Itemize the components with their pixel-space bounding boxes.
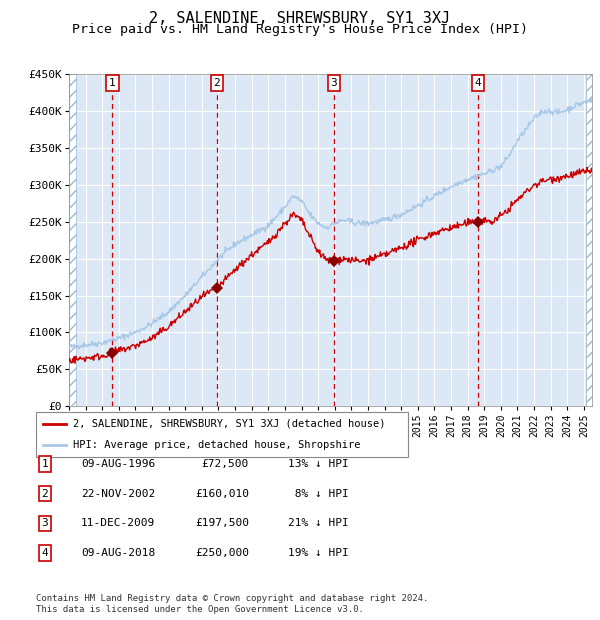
Bar xyxy=(586,74,592,406)
Text: 1: 1 xyxy=(109,78,116,88)
Text: £160,010: £160,010 xyxy=(195,489,249,498)
Text: 21% ↓ HPI: 21% ↓ HPI xyxy=(288,518,349,528)
Text: 4: 4 xyxy=(41,548,49,558)
Text: Price paid vs. HM Land Registry's House Price Index (HPI): Price paid vs. HM Land Registry's House … xyxy=(72,23,528,36)
Text: 09-AUG-1996: 09-AUG-1996 xyxy=(81,459,155,469)
Text: 2, SALENDINE, SHREWSBURY, SY1 3XJ (detached house): 2, SALENDINE, SHREWSBURY, SY1 3XJ (detac… xyxy=(73,419,386,429)
Text: HPI: Average price, detached house, Shropshire: HPI: Average price, detached house, Shro… xyxy=(73,440,361,450)
Text: 8% ↓ HPI: 8% ↓ HPI xyxy=(288,489,349,498)
Text: 2, SALENDINE, SHREWSBURY, SY1 3XJ: 2, SALENDINE, SHREWSBURY, SY1 3XJ xyxy=(149,11,451,26)
Text: This data is licensed under the Open Government Licence v3.0.: This data is licensed under the Open Gov… xyxy=(36,604,364,614)
Text: £197,500: £197,500 xyxy=(195,518,249,528)
Text: 2: 2 xyxy=(214,78,220,88)
Bar xyxy=(69,74,76,406)
Text: 4: 4 xyxy=(475,78,481,88)
Text: 3: 3 xyxy=(331,78,337,88)
Text: 13% ↓ HPI: 13% ↓ HPI xyxy=(288,459,349,469)
Text: 11-DEC-2009: 11-DEC-2009 xyxy=(81,518,155,528)
Text: 09-AUG-2018: 09-AUG-2018 xyxy=(81,548,155,558)
Text: £250,000: £250,000 xyxy=(195,548,249,558)
Text: 22-NOV-2002: 22-NOV-2002 xyxy=(81,489,155,498)
Text: 1: 1 xyxy=(41,459,49,469)
Text: 2: 2 xyxy=(41,489,49,498)
Text: £72,500: £72,500 xyxy=(202,459,249,469)
Text: 3: 3 xyxy=(41,518,49,528)
Text: 19% ↓ HPI: 19% ↓ HPI xyxy=(288,548,349,558)
Text: Contains HM Land Registry data © Crown copyright and database right 2024.: Contains HM Land Registry data © Crown c… xyxy=(36,594,428,603)
